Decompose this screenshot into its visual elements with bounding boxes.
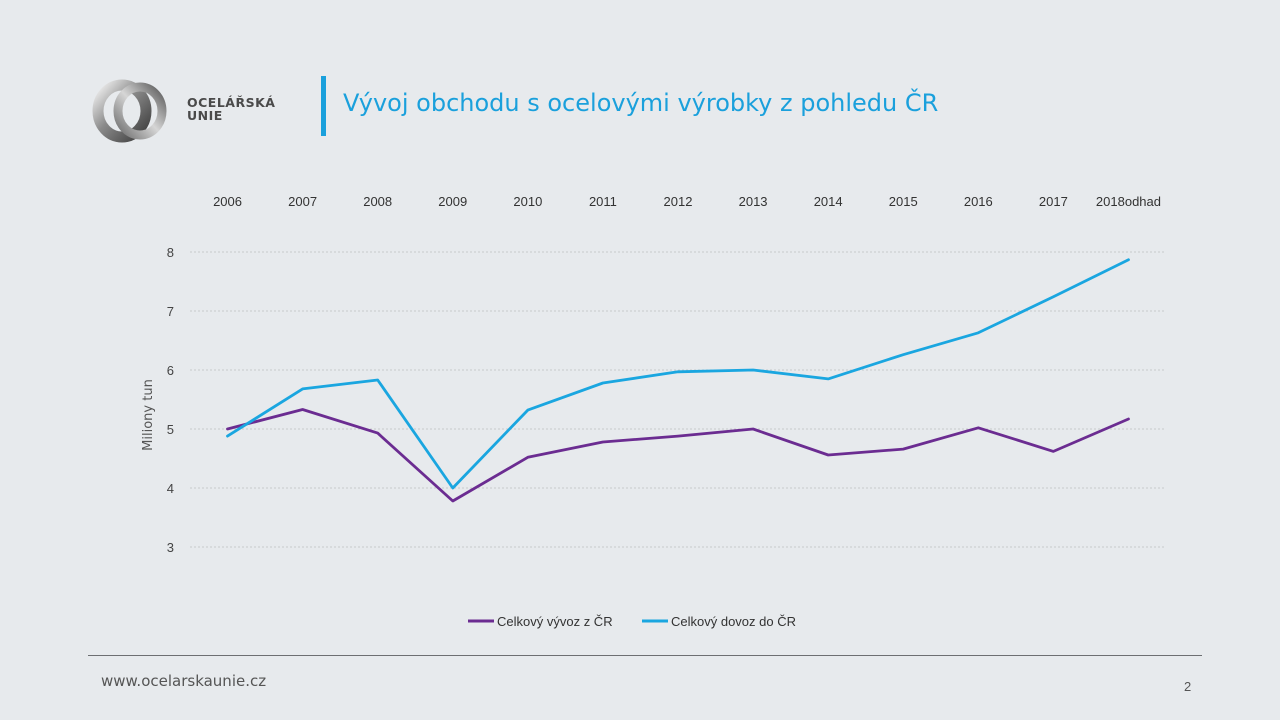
y-tick-label: 8 (167, 245, 174, 260)
page-title: Vývoj obchodu s ocelovými výrobky z pohl… (343, 89, 939, 117)
legend-label: Celkový dovoz do ČR (671, 614, 796, 629)
x-tick-label: 2014 (814, 194, 843, 209)
y-axis-ticks: 3 4 5 6 7 8 (167, 245, 174, 555)
y-tick-label: 7 (167, 304, 174, 319)
page-number: 2 (1184, 679, 1192, 694)
x-tick-label: 2009 (438, 194, 467, 209)
x-tick-label: 2016 (964, 194, 993, 209)
x-tick-label: 2011 (589, 194, 617, 209)
x-axis-ticks: 2006 2007 2008 2009 2010 2011 2012 2013 2014 2015… (213, 194, 1161, 209)
logo-rings-icon (92, 79, 167, 143)
x-tick-label: 2013 (739, 194, 768, 209)
logo-line-1: OCELÁŘSKÁ (187, 95, 276, 110)
x-tick-label: 2017 (1039, 194, 1068, 209)
y-tick-label: 4 (167, 481, 174, 496)
series-line-export (226, 408, 1130, 503)
logo-wordmark: OCELÁŘSKÁ UNIE (187, 96, 275, 122)
y-tick-label: 6 (167, 363, 174, 378)
x-tick-label: 2012 (664, 194, 693, 209)
ocelarska-unie-logo: OCELÁŘSKÁ UNIE (92, 77, 292, 145)
x-tick-label: 2008 (363, 194, 392, 209)
x-tick-label: 2006 (213, 194, 242, 209)
legend-label: Celkový vývoz z ČR (497, 614, 613, 629)
series-line-import (226, 258, 1130, 490)
chart-legend: Celkový vývoz z ČR Celkový dovoz do ČR (468, 614, 796, 629)
title-accent-bar (321, 76, 326, 136)
line-chart: 2006 2007 2008 2009 2010 2011 2012 2013 2014 2015… (141, 194, 1166, 629)
y-axis-label: Miliony tun (141, 379, 156, 451)
x-tick-label: 2007 (288, 194, 317, 209)
footer-divider (88, 655, 1202, 656)
x-tick-label: 2010 (513, 194, 542, 209)
chart-series (226, 258, 1130, 503)
logo-line-2: UNIE (187, 108, 223, 123)
y-tick-label: 3 (167, 540, 174, 555)
y-tick-label: 5 (167, 422, 174, 437)
chart-grid (190, 251, 1166, 548)
x-tick-label: 2015 (889, 194, 918, 209)
footer-website-link[interactable]: www.ocelarskaunie.cz (101, 672, 267, 690)
x-tick-label: 2018odhad (1096, 194, 1161, 209)
